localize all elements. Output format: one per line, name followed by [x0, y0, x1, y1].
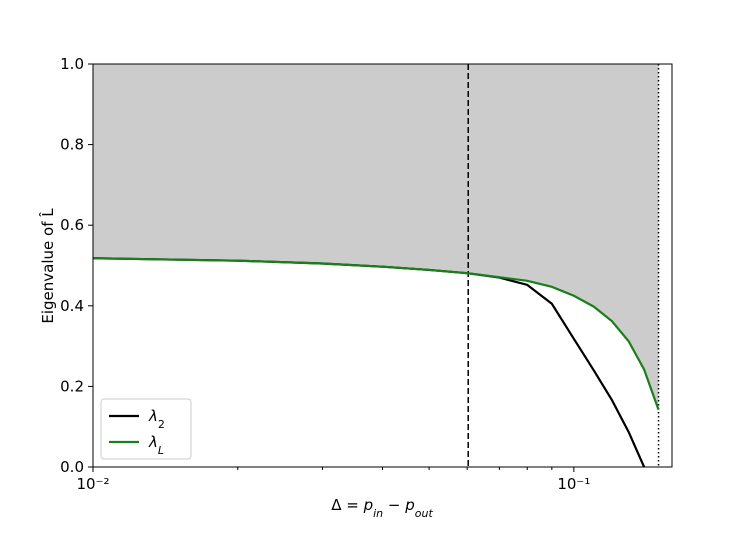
x-axis-label: Δ = pin − pout: [331, 496, 433, 520]
legend-name: λ: [148, 407, 158, 425]
y-tick-label: 0.4: [60, 297, 84, 315]
y-tick-label: 1.0: [60, 55, 84, 73]
x-axis-label-part: out: [415, 507, 434, 520]
x-tick-label: 10⁻²: [76, 475, 109, 493]
shaded-region: [93, 64, 659, 410]
legend-box: [100, 398, 192, 460]
x-axis-label-part: p: [363, 496, 374, 514]
x-axis-label-part: −: [383, 496, 405, 514]
legend-subscript: L: [158, 444, 164, 457]
y-tick-label: 0.8: [60, 136, 84, 154]
legend-label: λ2: [148, 407, 165, 431]
x-axis-label-part: p: [404, 496, 415, 514]
y-tick-label: 0.6: [60, 216, 84, 234]
x-axis-label-part: in: [373, 507, 383, 520]
y-axis-label: Eigenvalue of L̂: [38, 208, 57, 324]
legend-name: λ: [148, 433, 158, 451]
y-tick-label: 0.2: [60, 377, 84, 395]
x-axis-label-part: Δ =: [331, 496, 363, 514]
legend-label: λL: [148, 433, 164, 457]
legend-subscript: 2: [158, 418, 165, 431]
x-tick-label: 10⁻¹: [557, 475, 590, 493]
series-line: [93, 257, 660, 411]
y-tick-label: 0.0: [60, 458, 84, 476]
